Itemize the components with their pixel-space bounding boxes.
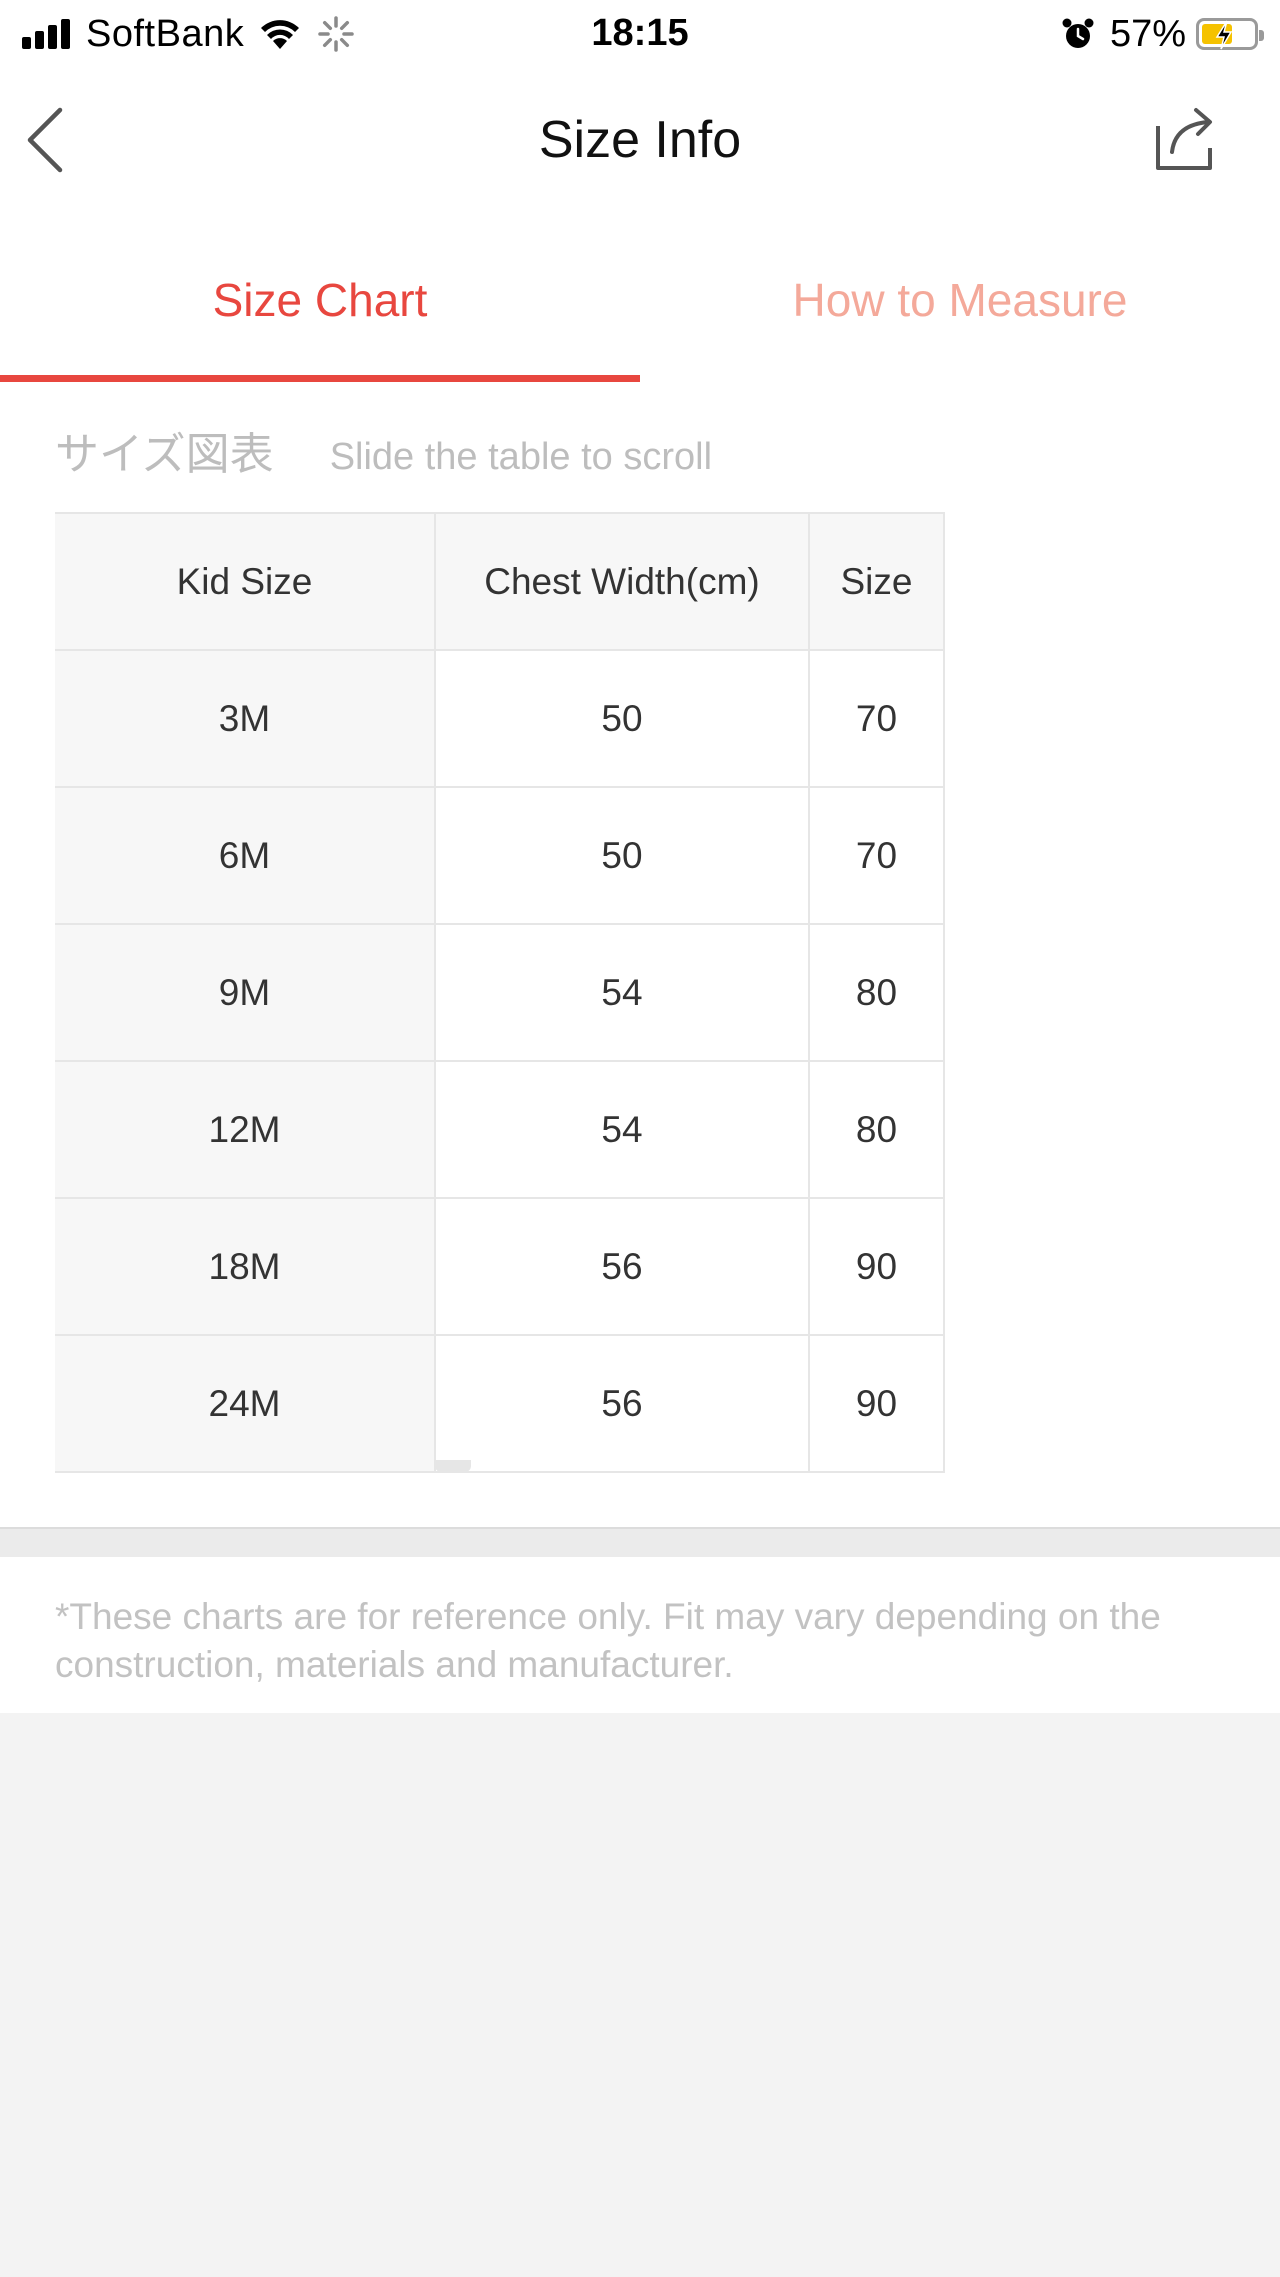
page-title: Size Info <box>538 111 742 169</box>
alarm-icon <box>1062 18 1094 48</box>
caption-title: サイズ図表 <box>55 429 274 480</box>
header-kid-size: Kid Size <box>55 512 436 651</box>
cell-kid-size: 6M <box>55 786 436 925</box>
cell-size: 90 <box>808 1197 945 1336</box>
header-size: Size <box>808 512 945 651</box>
size-table: Kid Size Chest Width(cm) Size 3M 50 70 6… <box>55 512 945 1473</box>
cell-chest-width: 50 <box>434 786 810 925</box>
status-time: 18:15 <box>591 12 689 54</box>
size-chart-panel: サイズ図表 Slide the table to scroll Kid Size… <box>0 382 1280 1527</box>
status-bar: SoftBank 18:15 <box>0 0 1280 70</box>
navigation-bar: Size Info <box>0 70 1280 220</box>
cell-kid-size: 3M <box>55 649 436 788</box>
cell-size: 70 <box>808 649 945 788</box>
share-icon <box>1156 108 1212 170</box>
cell-kid-size: 9M <box>55 923 436 1062</box>
cell-size: 80 <box>808 923 945 1062</box>
chevron-left-icon <box>27 107 63 173</box>
share-button[interactable] <box>1150 104 1220 174</box>
cell-chest-width: 50 <box>434 649 810 788</box>
disclaimer-section: *These charts are for reference only. Fi… <box>0 1557 1280 1713</box>
table-row: 3M 50 70 <box>55 649 945 788</box>
empty-background <box>0 1713 1280 2277</box>
battery-percent: 57% <box>1109 12 1186 55</box>
caption-hint: Slide the table to scroll <box>329 436 713 478</box>
table-row: 24M 56 90 <box>55 1334 945 1473</box>
table-row: 9M 54 80 <box>55 923 945 1062</box>
table-row: 6M 50 70 <box>55 786 945 925</box>
tab-bar: Size Chart How to Measure <box>0 220 1280 382</box>
back-button[interactable] <box>18 104 78 174</box>
cell-size: 90 <box>808 1334 945 1473</box>
active-tab-indicator <box>0 375 640 382</box>
size-table-scroller[interactable]: Kid Size Chest Width(cm) Size 3M 50 70 6… <box>55 512 945 1473</box>
cell-chest-width: 54 <box>434 1060 810 1199</box>
loading-spinner-icon <box>318 16 354 52</box>
battery-charging-icon <box>1196 18 1264 50</box>
status-left: SoftBank <box>22 12 356 55</box>
carrier-name: SoftBank <box>86 12 245 55</box>
section-divider <box>0 1527 1280 1557</box>
tab-size-chart[interactable]: Size Chart <box>212 274 428 326</box>
horizontal-scrollbar[interactable] <box>435 1460 471 1472</box>
cell-size: 70 <box>808 786 945 925</box>
disclaimer-text: *These charts are for reference only. Fi… <box>55 1596 1161 1685</box>
cell-chest-width: 56 <box>434 1197 810 1336</box>
cell-chest-width: 56 <box>434 1334 810 1473</box>
cell-size: 80 <box>808 1060 945 1199</box>
cell-kid-size: 24M <box>55 1334 436 1473</box>
cell-chest-width: 54 <box>434 923 810 1062</box>
header-chest-width: Chest Width(cm) <box>434 512 810 651</box>
table-row: 12M 54 80 <box>55 1060 945 1199</box>
status-right: 57% <box>1060 12 1264 55</box>
table-caption: サイズ図表 Slide the table to scroll <box>55 418 713 480</box>
wifi-icon <box>261 20 300 49</box>
table-header-row: Kid Size Chest Width(cm) Size <box>55 512 945 651</box>
table-row: 18M 56 90 <box>55 1197 945 1336</box>
signal-bars-icon <box>22 19 74 49</box>
cell-kid-size: 12M <box>55 1060 436 1199</box>
cell-kid-size: 18M <box>55 1197 436 1336</box>
tab-how-to-measure[interactable]: How to Measure <box>792 274 1128 326</box>
